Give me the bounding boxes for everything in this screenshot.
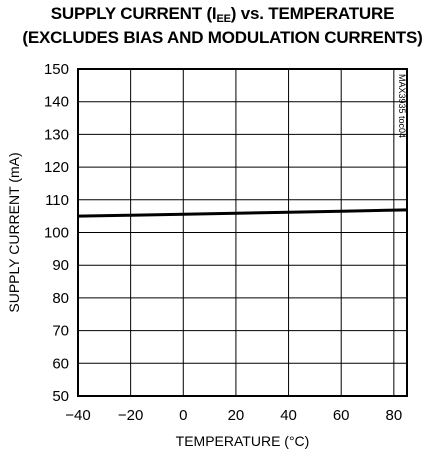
chart-title-line2: (EXCLUDES BIAS AND MODULATION CURRENTS) bbox=[22, 28, 423, 47]
y-tick-label: 50 bbox=[52, 388, 69, 405]
x-tick-label: −20 bbox=[118, 407, 143, 424]
x-tick-labels: −40 −20 0 20 40 60 80 bbox=[65, 407, 402, 424]
y-tick-label: 90 bbox=[52, 257, 69, 274]
grid bbox=[77, 69, 407, 396]
x-tick-label: 0 bbox=[179, 407, 187, 424]
y-tick-label: 60 bbox=[52, 355, 69, 372]
y-tick-label: 100 bbox=[44, 225, 69, 242]
y-tick-label: 80 bbox=[52, 290, 69, 307]
y-tick-label: 130 bbox=[44, 126, 69, 143]
y-tick-labels: 50 60 70 80 90 100 110 120 130 140 150 bbox=[44, 61, 69, 405]
series-group bbox=[77, 208, 408, 218]
x-tick-label: 40 bbox=[280, 407, 297, 424]
x-tick-label: −40 bbox=[65, 407, 90, 424]
x-tick-label: 60 bbox=[333, 407, 350, 424]
y-tick-label: 110 bbox=[45, 192, 69, 209]
x-tick-label: 20 bbox=[228, 407, 245, 424]
y-tick-label: 140 bbox=[44, 94, 69, 111]
x-tick-label: 80 bbox=[385, 407, 402, 424]
y-tick-label: 70 bbox=[52, 323, 69, 340]
y-tick-label: 120 bbox=[44, 159, 69, 176]
plot-frame bbox=[77, 68, 408, 397]
y-axis-label: SUPPLY CURRENT (mA) bbox=[6, 152, 22, 312]
y-tick-label: 150 bbox=[44, 61, 69, 78]
x-axis-label: TEMPERATURE (°C) bbox=[176, 433, 310, 449]
figure-id-label: MAX3935 toc04 bbox=[397, 74, 407, 138]
series-line bbox=[77, 208, 408, 218]
chart-title-line1: SUPPLY CURRENT (IEE) vs. TEMPERATURE bbox=[50, 4, 395, 25]
